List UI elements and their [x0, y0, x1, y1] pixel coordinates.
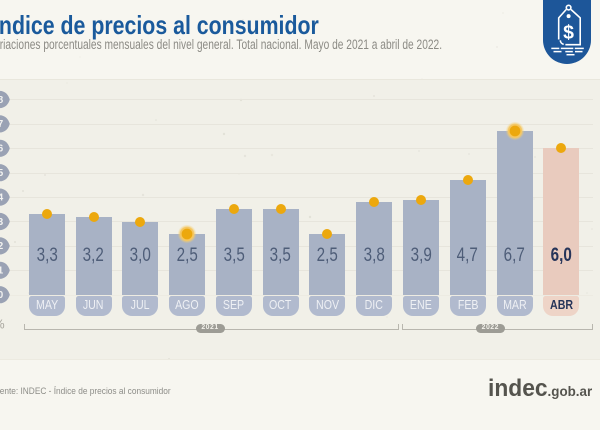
svg-text:$: $	[563, 22, 574, 44]
svg-text:2: 2	[0, 241, 4, 252]
svg-text:1: 1	[0, 266, 4, 277]
svg-text:7: 7	[0, 119, 4, 130]
svg-text:%: %	[0, 318, 5, 332]
svg-text:8: 8	[0, 95, 4, 106]
svg-text:3: 3	[0, 217, 4, 228]
svg-text:5: 5	[0, 168, 4, 179]
svg-text:4: 4	[0, 192, 4, 203]
svg-text:0: 0	[0, 290, 4, 301]
svg-text:6: 6	[0, 144, 4, 155]
